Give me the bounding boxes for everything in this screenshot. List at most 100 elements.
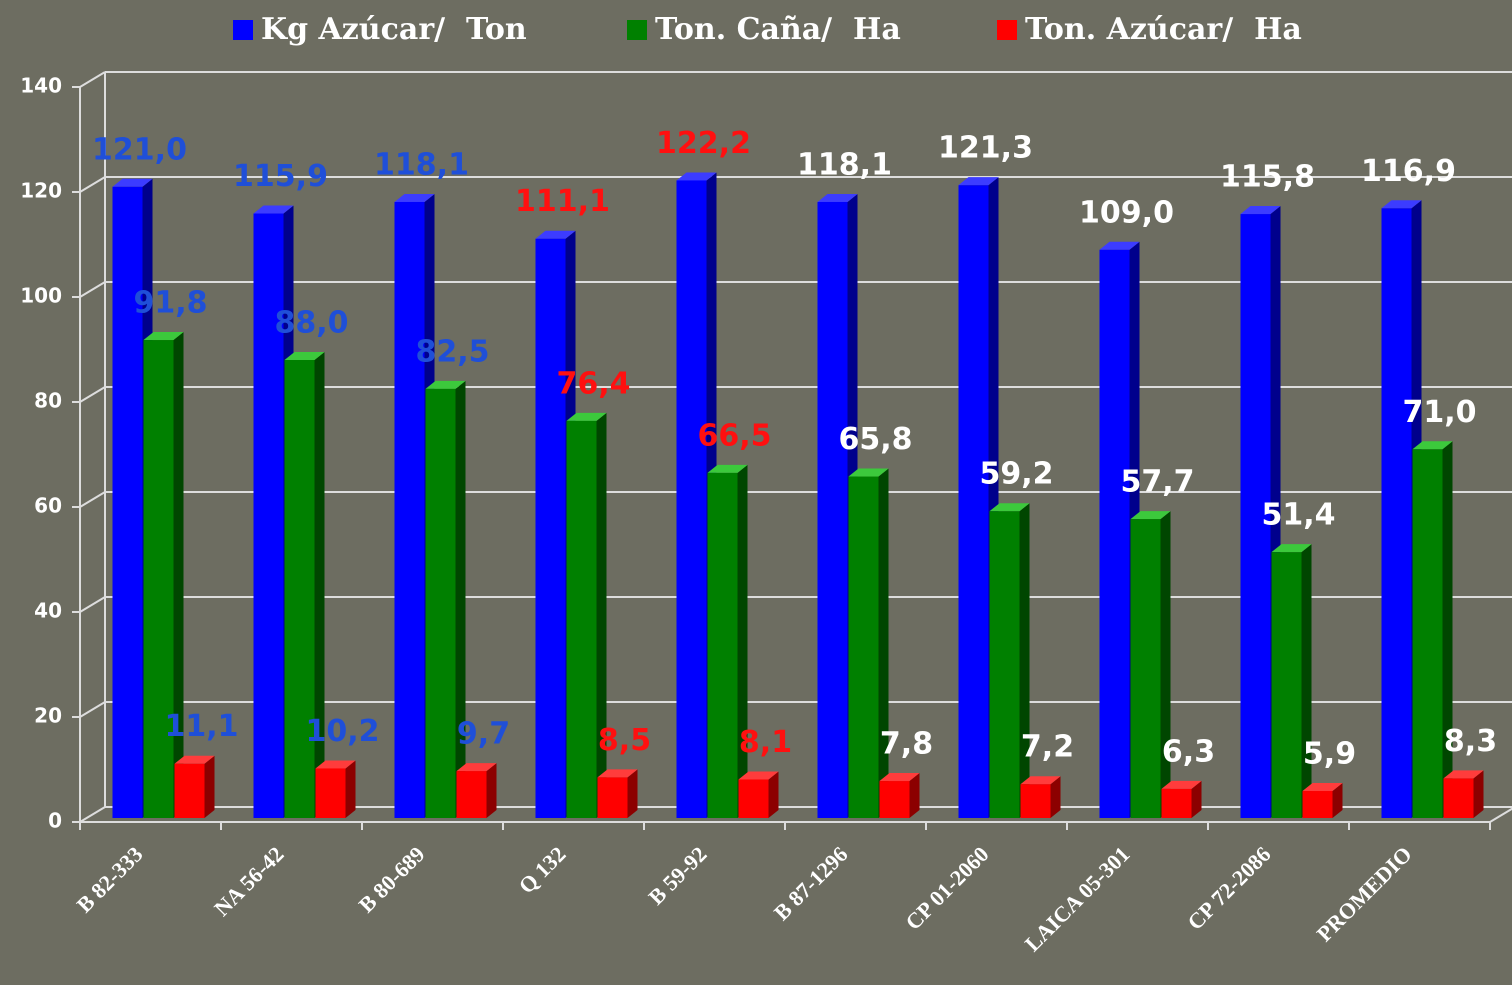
y-tick-label: 80 xyxy=(34,389,62,413)
legend-label: Ton. Caña/ Ha xyxy=(655,12,901,47)
bar-front xyxy=(456,771,487,818)
bar-top xyxy=(1412,441,1453,450)
bar-front xyxy=(425,388,456,818)
value-label: 121,0 xyxy=(92,132,187,167)
bar-side xyxy=(768,771,779,818)
bar-side xyxy=(455,380,466,818)
value-label: 121,3 xyxy=(938,131,1033,166)
bar-front xyxy=(1130,519,1161,818)
bar-top xyxy=(817,193,858,202)
bar-side xyxy=(173,332,184,818)
value-label: 8,3 xyxy=(1444,724,1497,759)
bar-side xyxy=(596,412,607,818)
bar-top xyxy=(425,380,466,389)
bar-front xyxy=(143,340,174,818)
value-label: 116,9 xyxy=(1361,154,1456,189)
grid-line xyxy=(79,701,106,718)
bar-side xyxy=(486,763,497,818)
value-label: 5,9 xyxy=(1303,737,1356,772)
legend-swatch xyxy=(233,20,253,40)
value-label: 115,8 xyxy=(1220,160,1315,195)
bar-front xyxy=(1381,208,1412,818)
bar-front xyxy=(566,420,597,818)
bar-top xyxy=(535,230,576,239)
bar-front xyxy=(989,511,1020,818)
bar-front xyxy=(707,472,738,818)
legend-swatch xyxy=(997,20,1017,40)
value-label: 76,4 xyxy=(556,366,630,401)
bar-top xyxy=(879,773,920,782)
bar-front xyxy=(597,777,628,818)
bar-front xyxy=(1161,788,1192,818)
bar-front xyxy=(1099,249,1130,818)
bar-front xyxy=(958,185,989,819)
value-label: 7,8 xyxy=(880,727,933,762)
legend-swatch xyxy=(627,20,647,40)
bar xyxy=(143,332,184,818)
value-label: 122,2 xyxy=(656,126,751,161)
value-label: 59,2 xyxy=(979,457,1053,492)
bar-side xyxy=(878,468,889,818)
bar-front xyxy=(1302,791,1333,818)
bar-side xyxy=(1473,770,1484,818)
bar-side xyxy=(345,760,356,818)
bar-top xyxy=(112,178,153,187)
bar-front xyxy=(738,779,769,818)
bar-top xyxy=(566,412,607,421)
y-tick-label: 40 xyxy=(34,599,62,623)
bar xyxy=(1443,770,1484,818)
value-label: 91,8 xyxy=(133,286,207,321)
bar-top xyxy=(456,763,497,772)
bar xyxy=(425,380,466,818)
legend-label: Ton. Azúcar/ Ha xyxy=(1025,12,1302,47)
bar-top xyxy=(848,468,889,477)
value-label: 111,1 xyxy=(515,184,610,219)
bar xyxy=(456,763,497,818)
bar xyxy=(1130,511,1171,818)
value-label: 82,5 xyxy=(415,334,489,369)
value-label: 10,2 xyxy=(305,714,379,749)
bar-top xyxy=(284,352,325,360)
value-label: 65,8 xyxy=(838,422,912,457)
grid-line xyxy=(79,806,106,823)
y-tick-label: 0 xyxy=(48,809,62,833)
bar-side xyxy=(1019,503,1030,818)
bar-side xyxy=(737,464,748,818)
bar-front xyxy=(1020,784,1051,818)
value-label: 118,1 xyxy=(374,147,469,182)
bar-front xyxy=(284,360,315,818)
bar-side xyxy=(627,769,638,818)
y-tick-label: 120 xyxy=(20,179,62,203)
value-label: 118,1 xyxy=(797,147,892,182)
y-tick-label: 20 xyxy=(34,704,62,728)
value-label: 7,2 xyxy=(1021,730,1074,765)
value-label: 88,0 xyxy=(274,306,348,341)
value-label: 8,5 xyxy=(598,723,651,758)
bar-front xyxy=(879,781,910,818)
bar xyxy=(738,771,779,818)
legend-label: Kg Azúcar/ Ton xyxy=(261,12,527,47)
value-label: 115,9 xyxy=(233,159,328,194)
bar-front xyxy=(817,201,848,819)
bar-top xyxy=(1271,544,1312,553)
bar-side xyxy=(314,352,325,818)
bar-side xyxy=(1191,780,1202,818)
bar-front xyxy=(112,186,143,818)
bar xyxy=(1412,441,1453,818)
bar-front xyxy=(676,180,707,818)
bar xyxy=(989,503,1030,818)
bar-front xyxy=(394,201,425,819)
bar-top xyxy=(1130,511,1171,520)
bar-top xyxy=(1161,780,1202,789)
bar-top xyxy=(989,503,1030,512)
bar-front xyxy=(253,213,284,818)
bar xyxy=(817,193,858,819)
grid-line xyxy=(79,176,106,193)
grid-line xyxy=(79,491,106,508)
value-label: 9,7 xyxy=(457,717,510,752)
bar-top xyxy=(1099,241,1140,250)
bar-top xyxy=(143,332,184,341)
bar-front xyxy=(174,763,205,818)
value-label: 8,1 xyxy=(739,725,792,760)
